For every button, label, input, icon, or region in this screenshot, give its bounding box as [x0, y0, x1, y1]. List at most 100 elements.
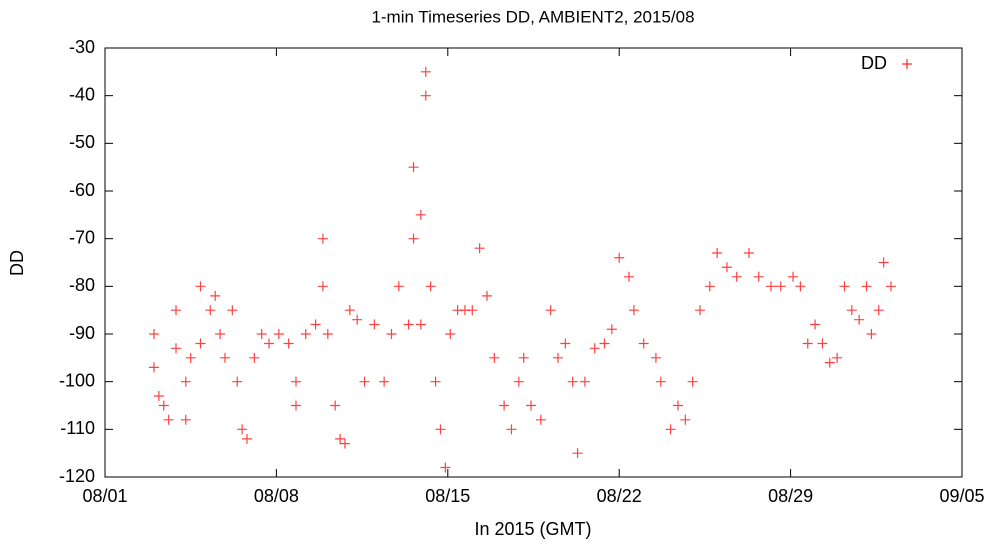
point	[712, 247, 723, 258]
point	[817, 338, 828, 349]
y-tick-label: -70	[69, 227, 95, 247]
point	[499, 400, 510, 411]
point	[526, 400, 537, 411]
y-tick-label: -90	[69, 323, 95, 343]
point	[753, 271, 764, 282]
point	[731, 271, 742, 282]
point	[873, 305, 884, 316]
point	[567, 376, 578, 387]
point	[158, 400, 169, 411]
point	[393, 281, 404, 292]
point	[185, 352, 196, 363]
point	[788, 271, 799, 282]
point	[474, 243, 485, 254]
x-tick-label: 09/05	[939, 486, 984, 506]
y-tick-label: -120	[59, 466, 95, 486]
point	[290, 376, 301, 387]
point	[545, 305, 556, 316]
point	[839, 281, 850, 292]
y-tick-label: -60	[69, 180, 95, 200]
point	[415, 319, 426, 330]
point	[359, 376, 370, 387]
point	[195, 338, 206, 349]
x-tick-label: 08/15	[425, 486, 470, 506]
legend-label: DD	[861, 53, 887, 73]
point	[638, 338, 649, 349]
y-tick-label: -50	[69, 132, 95, 152]
point	[273, 329, 284, 339]
point	[721, 262, 732, 273]
point	[300, 329, 311, 339]
point	[242, 433, 253, 444]
point	[386, 329, 397, 339]
point	[606, 324, 617, 335]
point	[885, 281, 896, 292]
point	[195, 281, 206, 292]
point	[687, 376, 698, 387]
point	[824, 357, 835, 368]
point	[339, 438, 350, 449]
point	[148, 329, 159, 339]
y-tick-label: -100	[59, 370, 95, 390]
point	[210, 290, 221, 301]
point	[665, 424, 676, 435]
point	[153, 390, 164, 401]
point	[832, 352, 843, 363]
point	[425, 281, 436, 292]
point	[171, 343, 182, 354]
point	[219, 352, 230, 363]
point	[650, 352, 661, 363]
plot-frame	[104, 47, 963, 478]
point	[264, 338, 275, 349]
point	[518, 352, 529, 363]
point	[171, 305, 182, 316]
point	[227, 305, 238, 316]
y-tick-label: -110	[60, 418, 95, 438]
point	[205, 305, 216, 316]
point	[467, 305, 478, 316]
legend-marker	[902, 59, 912, 69]
point	[430, 376, 441, 387]
point	[775, 281, 786, 292]
point	[623, 271, 634, 282]
point	[680, 414, 691, 425]
point	[408, 233, 419, 244]
point	[310, 319, 321, 330]
point	[322, 329, 333, 339]
point	[695, 305, 706, 316]
point	[846, 305, 857, 316]
x-axis-label: In 2015 (GMT)	[474, 519, 591, 539]
point	[854, 314, 865, 325]
point	[180, 414, 191, 425]
point	[344, 305, 355, 316]
point	[878, 257, 889, 268]
point	[861, 281, 872, 292]
point	[766, 281, 777, 292]
point	[628, 305, 639, 316]
y-axis-label: DD	[7, 250, 27, 276]
point	[704, 281, 715, 292]
point	[655, 376, 666, 387]
point	[415, 209, 426, 220]
point	[290, 400, 301, 411]
point	[163, 414, 174, 425]
y-tick-label: -30	[69, 37, 95, 57]
point	[232, 376, 243, 387]
point	[440, 462, 451, 473]
x-tick-label: 08/29	[768, 486, 813, 506]
point	[513, 376, 524, 387]
point	[335, 433, 346, 444]
point	[237, 424, 248, 435]
x-tick-label: 08/22	[597, 486, 642, 506]
point	[743, 247, 754, 258]
point	[560, 338, 571, 349]
point	[579, 376, 590, 387]
point	[589, 343, 600, 354]
y-tick-label: -80	[69, 275, 95, 295]
point	[215, 329, 226, 339]
point	[369, 319, 380, 330]
x-tick-label: 08/01	[82, 486, 127, 506]
point	[506, 424, 517, 435]
point	[148, 362, 159, 373]
